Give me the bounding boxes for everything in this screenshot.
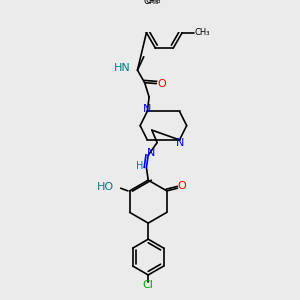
Text: Cl: Cl xyxy=(143,280,154,290)
Text: O: O xyxy=(178,181,186,190)
Text: N: N xyxy=(176,138,184,148)
Text: CH₃: CH₃ xyxy=(146,0,161,4)
Text: CH₃: CH₃ xyxy=(143,0,159,5)
Text: N: N xyxy=(147,148,155,158)
Text: O: O xyxy=(157,80,166,89)
Text: H: H xyxy=(136,161,143,171)
Text: N: N xyxy=(143,103,152,114)
Text: CH₃: CH₃ xyxy=(194,28,210,37)
Text: HN: HN xyxy=(114,63,130,74)
Text: HO: HO xyxy=(96,182,113,192)
